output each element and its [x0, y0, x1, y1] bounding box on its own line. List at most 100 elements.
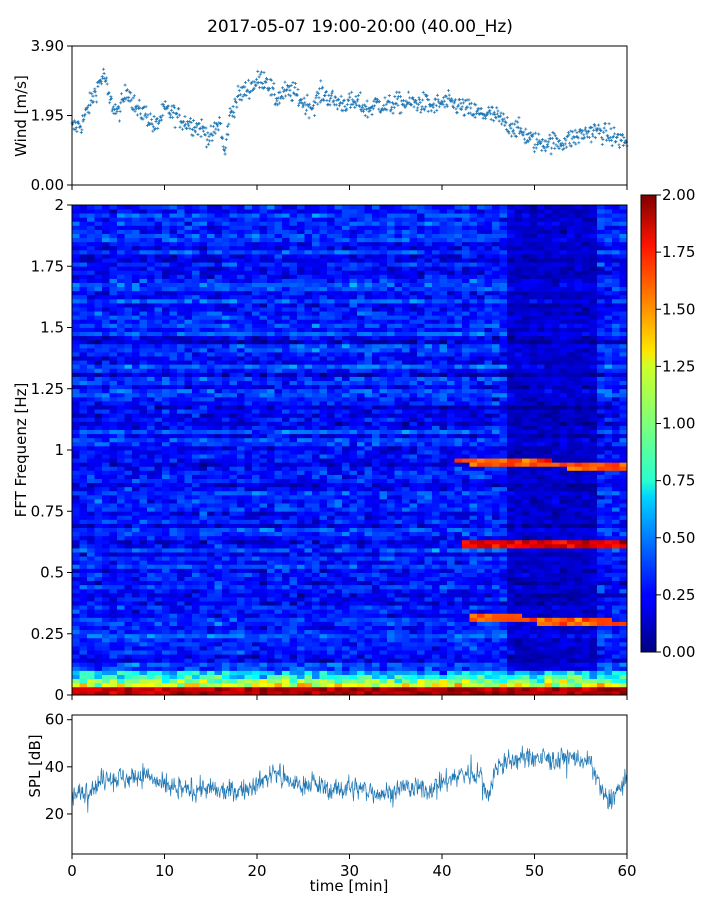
heatmap-cell: [184, 584, 193, 590]
heatmap-cell: [162, 674, 170, 680]
heatmap-cell: [289, 331, 298, 337]
heatmap-cell: [94, 445, 103, 451]
wind-point: [240, 98, 244, 102]
wind-point: [605, 138, 609, 142]
heatmap-cell: [244, 319, 253, 324]
heatmap-cell: [252, 499, 260, 504]
heatmap-cell: [199, 352, 208, 357]
heatmap-cell: [199, 425, 208, 430]
heatmap-cell: [237, 209, 245, 214]
heatmap-cell: [72, 335, 80, 341]
heatmap-cell: [237, 282, 245, 288]
heatmap-cell: [169, 507, 178, 512]
heatmap-cell: [244, 221, 253, 226]
heatmap-cell: [177, 372, 185, 377]
heatmap-cell: [259, 282, 268, 288]
heatmap-cell: [87, 343, 95, 349]
heatmap-cell: [72, 290, 80, 296]
heatmap-cell: [289, 654, 298, 659]
heatmap-cell: [274, 245, 283, 251]
heatmap-cell: [109, 621, 118, 626]
wind-point: [285, 83, 289, 87]
heatmap-cell: [289, 262, 298, 267]
heatmap-cell: [192, 335, 200, 341]
heatmap-cell: [297, 286, 305, 292]
wind-point: [169, 108, 173, 112]
heatmap-cell: [79, 482, 88, 488]
heatmap-cell: [139, 490, 148, 496]
heatmap-cell: [139, 335, 148, 341]
heatmap-cell: [214, 315, 223, 320]
heatmap-cell: [177, 327, 185, 332]
heatmap-cell: [222, 674, 230, 680]
heatmap-cell: [132, 625, 140, 631]
heatmap-cell: [192, 568, 200, 573]
heatmap-cell: [192, 221, 200, 226]
wind-point: [274, 97, 278, 101]
heatmap-cell: [297, 421, 305, 426]
wind-point: [150, 122, 154, 126]
wind-point: [618, 146, 622, 150]
heatmap-cell: [177, 352, 185, 357]
heatmap-cell: [222, 241, 230, 247]
heatmap-cell: [109, 286, 118, 292]
heatmap-cell: [87, 241, 95, 247]
heatmap-cell: [79, 437, 88, 443]
heatmap-cell: [117, 576, 125, 582]
heatmap-cell: [79, 597, 88, 602]
heatmap-cell: [132, 560, 140, 565]
wind-point: [151, 129, 155, 133]
heatmap-cell: [274, 494, 283, 500]
heatmap-cell: [154, 478, 163, 484]
heatmap-cell: [289, 613, 298, 618]
heatmap-cell: [222, 339, 230, 345]
heatmap-cell: [267, 209, 275, 214]
heatmap-cell: [199, 490, 208, 496]
wind-point: [597, 132, 601, 136]
heatmap-cell: [154, 307, 163, 312]
heatmap-cell: [162, 650, 170, 655]
heatmap-cell: [162, 290, 170, 296]
heatmap-cell: [177, 217, 185, 222]
heatmap-cell: [192, 515, 200, 520]
wind-point: [104, 78, 108, 82]
wind-point: [374, 97, 378, 101]
heatmap-cell: [109, 592, 118, 598]
heatmap-cell: [312, 466, 320, 471]
heatmap-cell: [94, 548, 103, 553]
heatmap-cell: [289, 294, 298, 300]
heatmap-cell: [237, 511, 245, 516]
heatmap-cell: [102, 237, 110, 243]
heatmap-cell: [117, 601, 125, 606]
heatmap-cell: [102, 572, 110, 577]
heatmap-cell: [117, 490, 125, 496]
heatmap-cell: [267, 421, 275, 426]
heatmap-cell: [177, 417, 185, 422]
heatmap-cell: [139, 339, 148, 345]
heatmap-cell: [109, 682, 118, 688]
heatmap-cell: [139, 396, 148, 402]
heatmap-cell: [222, 258, 230, 263]
heatmap-cell: [267, 303, 275, 308]
heatmap-cell: [124, 347, 133, 353]
heatmap-cell: [207, 560, 215, 565]
heatmap-cell: [147, 454, 155, 459]
heatmap-cell: [214, 437, 223, 443]
heatmap-cell: [267, 678, 275, 684]
heatmap-cell: [109, 237, 118, 243]
heatmap-cell: [87, 323, 95, 328]
heatmap-cell: [214, 352, 223, 357]
heatmap-cell: [244, 523, 253, 528]
heatmap-cell: [259, 470, 268, 475]
heatmap-cell: [222, 592, 230, 598]
heatmap-cell: [109, 421, 118, 426]
heatmap-cell: [177, 490, 185, 496]
heatmap-cell: [199, 437, 208, 443]
heatmap-cell: [252, 462, 260, 467]
heatmap-cell: [259, 499, 268, 504]
heatmap-cell: [259, 670, 268, 675]
heatmap-cell: [319, 315, 328, 320]
heatmap-cell: [199, 421, 208, 426]
heatmap-cell: [259, 548, 268, 553]
heatmap-cell: [274, 682, 283, 688]
